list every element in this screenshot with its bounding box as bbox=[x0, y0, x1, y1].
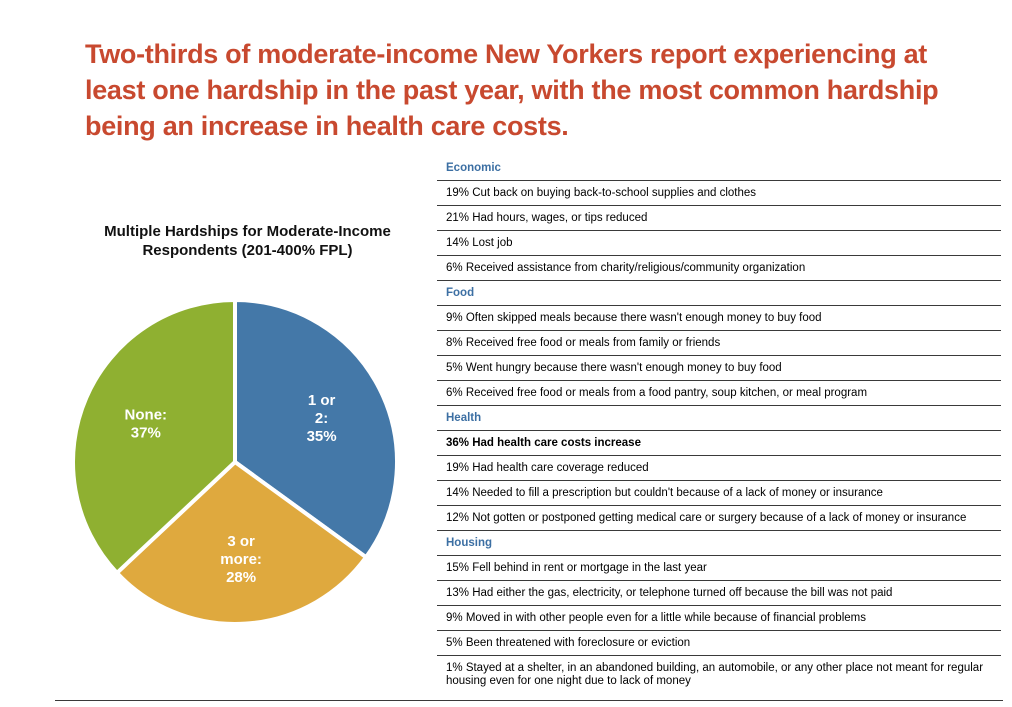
chart-title: Multiple Hardships for Moderate-Income R… bbox=[104, 223, 391, 259]
hardship-row: 14% Lost job bbox=[437, 231, 1001, 256]
category-header-health: Health bbox=[437, 406, 1001, 431]
hardship-row: 15% Fell behind in rent or mortgage in t… bbox=[437, 556, 1001, 581]
hardship-row: 36% Had health care costs increase bbox=[437, 431, 1001, 456]
hardship-row: 13% Had either the gas, electricity, or … bbox=[437, 581, 1001, 606]
hardship-row: 14% Needed to fill a prescription but co… bbox=[437, 481, 1001, 506]
hardship-table: Economic 19% Cut back on buying back-to-s… bbox=[437, 156, 1001, 693]
pie-slice bbox=[233, 298, 399, 560]
slice-category-label: 3 or bbox=[227, 533, 255, 550]
slice-category-label: 2: bbox=[315, 410, 328, 427]
bottom-divider bbox=[55, 700, 1003, 701]
hardship-row: 5% Been threatened with foreclosure or e… bbox=[437, 631, 1001, 656]
slice-category-label: 1 or bbox=[308, 392, 336, 409]
hardship-row: 1% Stayed at a shelter, in an abandoned … bbox=[446, 662, 984, 687]
hardship-row: 6% Received free food or meals from a fo… bbox=[437, 381, 1001, 406]
slice-value-label: 28% bbox=[226, 569, 256, 586]
hardship-row: 19% Had health care coverage reduced bbox=[437, 456, 1001, 481]
hardship-row: 8% Received free food or meals from fami… bbox=[437, 331, 1001, 356]
hardship-row: 6% Received assistance from charity/reli… bbox=[437, 256, 1001, 281]
category-header-housing: Housing bbox=[437, 531, 1001, 556]
hardship-row: 12% Not gotten or postponed getting medi… bbox=[437, 506, 1001, 531]
slice-value-label: 35% bbox=[307, 428, 337, 445]
slice-category-label: more: bbox=[220, 551, 262, 568]
hardship-row: 19% Cut back on buying back-to-school su… bbox=[437, 181, 1001, 206]
slice-value-label: 37% bbox=[131, 424, 161, 441]
hardship-row: 9% Moved in with other people even for a… bbox=[437, 606, 1001, 631]
hardship-row: 5% Went hungry because there wasn't enou… bbox=[437, 356, 1001, 381]
category-header-economic: Economic bbox=[437, 156, 1001, 181]
slice-category-label: None: bbox=[125, 406, 168, 423]
pie-slice bbox=[71, 298, 237, 575]
category-header-food: Food bbox=[437, 281, 1001, 306]
headline: Two-thirds of moderate-income New Yorker… bbox=[85, 39, 939, 141]
hardship-row: 21% Had hours, wages, or tips reduced bbox=[437, 206, 1001, 231]
pie-slice bbox=[114, 460, 369, 626]
hardship-row: 9% Often skipped meals because there was… bbox=[437, 306, 1001, 331]
